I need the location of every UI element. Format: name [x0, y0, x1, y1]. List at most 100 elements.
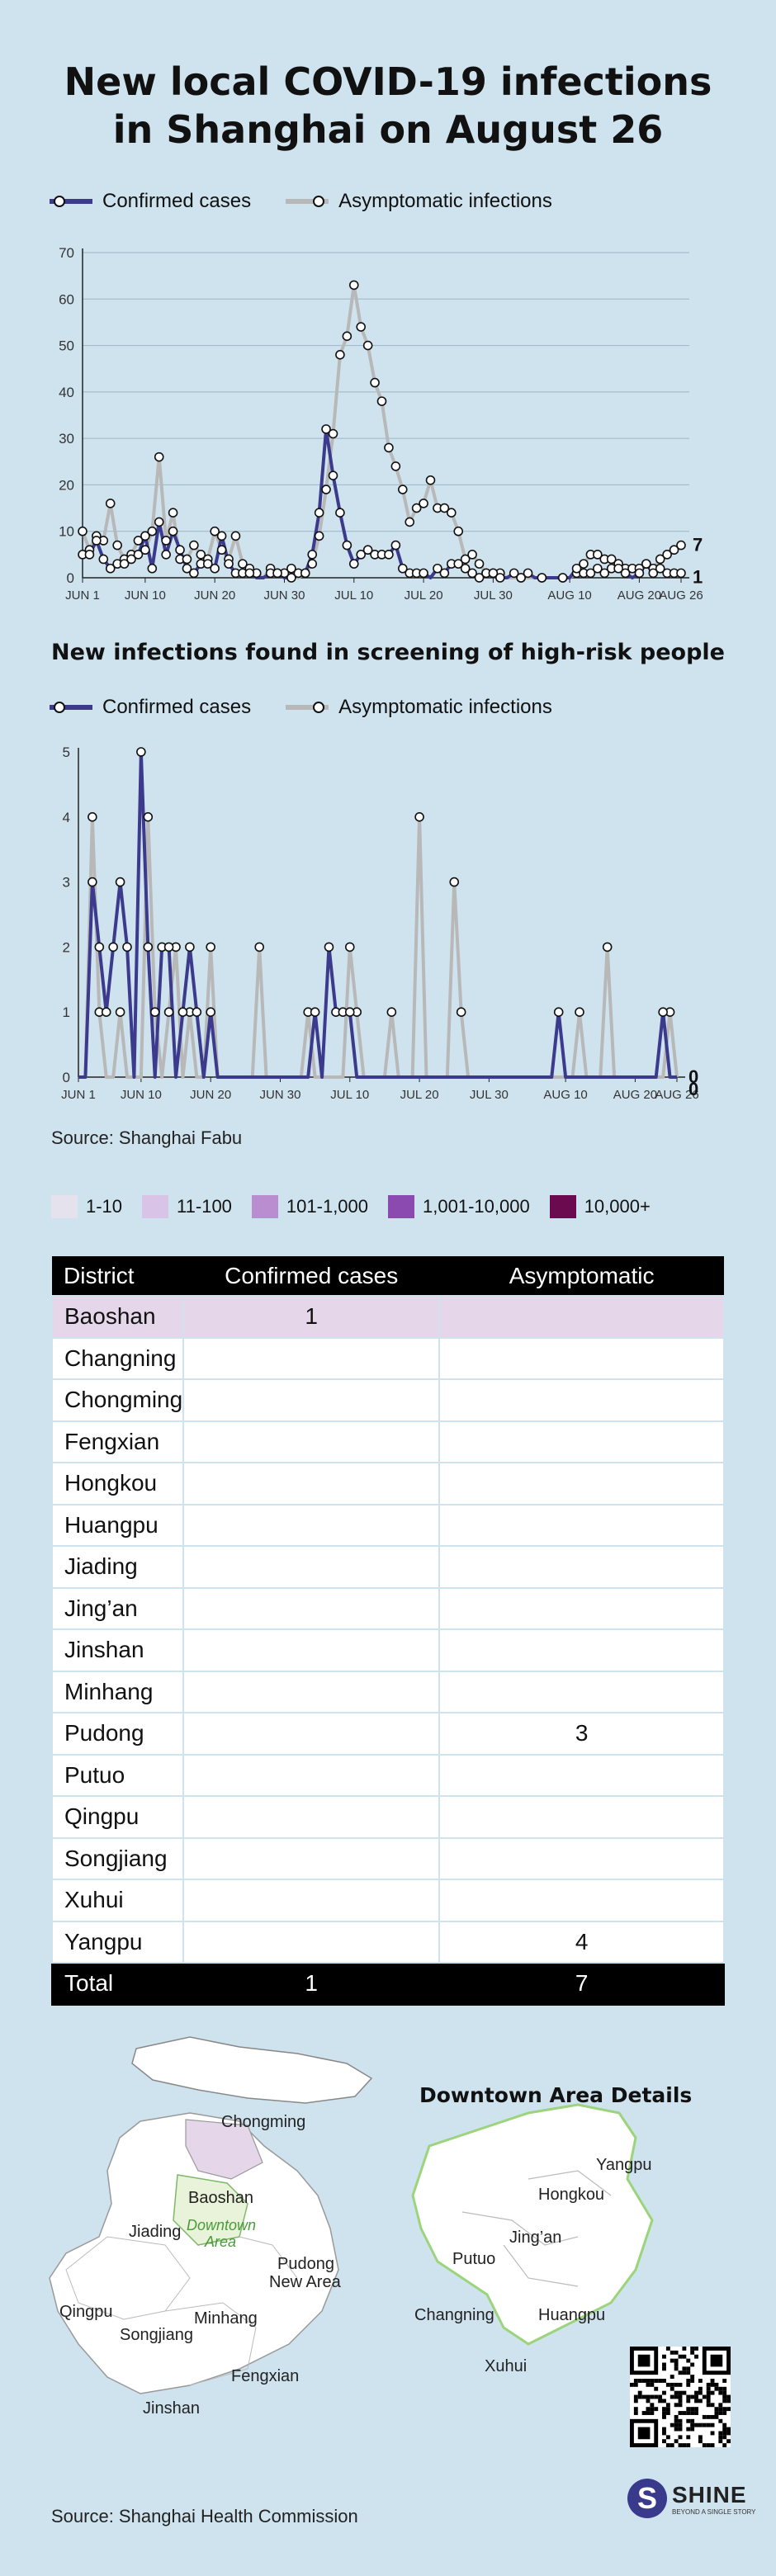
cell-district: Qingpu: [50, 1795, 185, 1839]
cell-asymptomatic: [438, 1670, 725, 1713]
point-asymptomatic: [147, 526, 158, 536]
point-confirmed: [175, 545, 185, 555]
shanghai-district-map: [49, 2036, 654, 2394]
column-header-asymptomatic: Asymptomatic: [439, 1256, 724, 1296]
qr-module: [690, 2375, 695, 2380]
qr-module: [698, 2439, 703, 2444]
qr-module: [678, 2403, 683, 2408]
qr-module: [694, 2354, 698, 2359]
table-header-row: District Confirmed cases Asymptomatic: [52, 1256, 724, 1296]
point-confirmed: [328, 470, 338, 480]
cell-confirmed: [182, 1586, 441, 1630]
legend-label-confirmed: Confirmed cases: [102, 190, 252, 212]
qr-module: [646, 2411, 651, 2415]
qr-module: [633, 2411, 638, 2415]
point-asymptomatic: [154, 451, 164, 462]
qr-module: [706, 2394, 711, 2399]
qr-code[interactable]: [630, 2347, 731, 2447]
qr-module: [678, 2443, 683, 2447]
qr-module: [633, 2394, 638, 2399]
point-confirmed: [384, 550, 394, 560]
point-asymptomatic: [115, 1007, 125, 1018]
x-tick-label: AUG 10: [547, 588, 591, 603]
qr-module: [662, 2362, 666, 2367]
qr-module: [665, 2407, 670, 2412]
qr-module: [646, 2407, 651, 2412]
cell-district: Jinshan: [50, 1628, 185, 1672]
qr-module: [722, 2390, 727, 2395]
qr-module: [710, 2443, 715, 2447]
y-tick-label: 1: [63, 1004, 70, 1020]
qr-module: [694, 2347, 698, 2351]
point-confirmed: [655, 563, 665, 574]
point-asymptomatic: [321, 484, 331, 494]
qr-module: [702, 2422, 707, 2427]
point-confirmed: [143, 942, 154, 952]
point-confirmed: [676, 568, 686, 579]
qr-module: [662, 2411, 666, 2415]
cell-district: Huangpu: [50, 1503, 185, 1547]
point-confirmed: [433, 563, 442, 574]
point-asymptomatic: [342, 331, 353, 342]
qr-module: [665, 2411, 670, 2415]
legend-swatch-asymptomatic: [286, 702, 329, 713]
downtown-label-xuhui: Xuhui: [485, 2357, 528, 2375]
point-asymptomatic: [414, 812, 424, 822]
x-tick-label: JUN 20: [194, 588, 235, 603]
qr-module: [722, 2411, 727, 2415]
downtown-label-changning: Changning: [414, 2306, 494, 2324]
qr-module: [686, 2411, 691, 2415]
cell-asymptomatic: [438, 1795, 725, 1839]
y-tick-label: 0: [67, 570, 74, 586]
qr-module: [678, 2390, 683, 2395]
map-label-jinshan: Jinshan: [143, 2399, 200, 2418]
cell-confirmed: [182, 1336, 441, 1380]
point-confirmed: [658, 1007, 668, 1018]
qr-module: [714, 2407, 719, 2412]
cell-asymptomatic: [438, 1586, 725, 1630]
shine-logo-tagline: BEYOND A SINGLE STORY: [672, 2507, 756, 2516]
cell-asymptomatic: [438, 1753, 725, 1797]
point-confirmed: [115, 877, 125, 887]
point-asymptomatic: [669, 545, 679, 555]
qr-module: [714, 2382, 719, 2387]
point-asymptomatic: [606, 554, 617, 565]
x-tick-label: AUG 10: [543, 1088, 587, 1102]
point-asymptomatic: [449, 877, 460, 887]
mainland-shanghai: [49, 2112, 339, 2394]
point-asymptomatic: [143, 812, 154, 822]
qr-module: [722, 2379, 727, 2383]
table-row: Jinshan: [50, 1628, 725, 1672]
cell-district: Changning: [50, 1336, 185, 1380]
qr-module: [698, 2422, 703, 2427]
qr-module: [670, 2358, 674, 2363]
point-confirmed: [314, 508, 324, 518]
qr-module: [674, 2418, 679, 2423]
legend-swatch-asymptomatic: [286, 196, 329, 207]
qr-module: [722, 2431, 727, 2436]
point-asymptomatic: [405, 517, 415, 527]
point-asymptomatic: [216, 545, 227, 555]
cell-asymptomatic: [438, 1545, 725, 1589]
qr-module: [674, 2403, 679, 2408]
qr-module: [718, 2407, 723, 2412]
point-asymptomatic: [456, 1007, 466, 1018]
point-asymptomatic: [161, 536, 171, 546]
qr-module: [694, 2407, 698, 2412]
end-label-confirmed: 0: [688, 1079, 698, 1099]
title-line-2: in Shanghai on August 26: [112, 107, 664, 152]
qr-module: [702, 2443, 707, 2447]
qr-module: [722, 2422, 727, 2427]
point-asymptomatic: [206, 942, 215, 952]
qr-module: [650, 2394, 655, 2399]
y-tick-label: 20: [59, 477, 74, 493]
qr-module: [686, 2382, 691, 2387]
x-tick-label: JUL 20: [400, 1088, 439, 1102]
qr-module: [690, 2422, 695, 2427]
total-label: Total: [50, 1962, 185, 2006]
qr-module: [726, 2439, 731, 2444]
map-label-downtown: Downtown: [187, 2217, 257, 2233]
table-row: Xuhui: [50, 1879, 725, 1922]
point-confirmed: [177, 1007, 188, 1018]
end-label-asymptomatic: 0: [688, 1066, 698, 1087]
